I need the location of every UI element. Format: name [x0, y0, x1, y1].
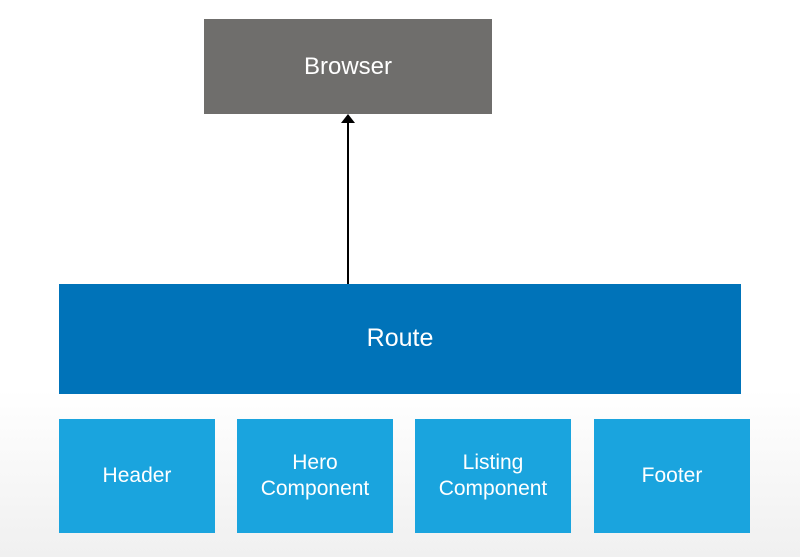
edge-route-to-browser-line	[347, 121, 349, 284]
node-hero-label: HeroComponent	[261, 450, 370, 503]
node-header-label: Header	[103, 463, 172, 489]
node-route: Route	[59, 284, 741, 394]
node-browser-label: Browser	[304, 52, 392, 82]
node-listing: ListingComponent	[415, 419, 571, 533]
edge-route-to-browser-arrowhead	[341, 114, 355, 123]
node-hero: HeroComponent	[237, 419, 393, 533]
node-browser: Browser	[204, 19, 492, 114]
node-footer-label: Footer	[642, 463, 703, 489]
node-listing-label: ListingComponent	[439, 450, 548, 503]
node-header: Header	[59, 419, 215, 533]
node-footer: Footer	[594, 419, 750, 533]
node-route-label: Route	[367, 323, 434, 354]
